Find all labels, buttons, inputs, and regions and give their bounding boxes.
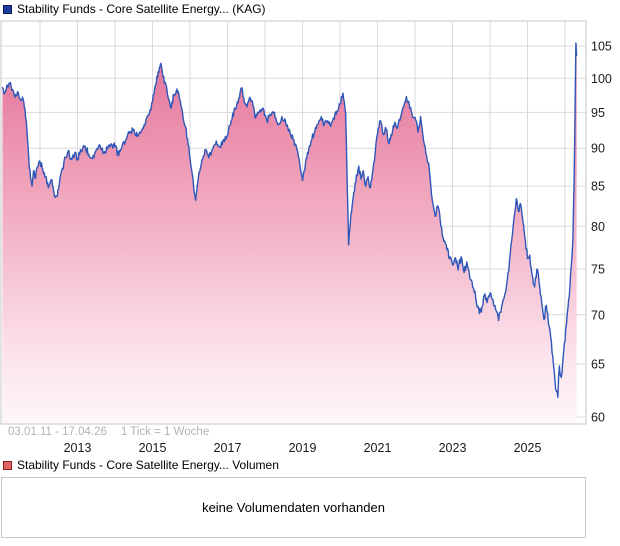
volume-series-marker-icon	[3, 460, 12, 470]
x-tick-label: 2019	[289, 441, 317, 455]
y-tick-label: 95	[591, 106, 605, 120]
y-tick-label: 65	[591, 358, 605, 372]
y-tick-label: 90	[591, 142, 605, 156]
price-series-legend[interactable]: Stability Funds - Core Satellite Energy.…	[3, 3, 266, 15]
watermark-date-range: 03.01.11 - 17.04.26	[8, 426, 107, 438]
y-tick-label: 85	[591, 180, 605, 194]
y-tick-label: 105	[591, 40, 612, 54]
watermark-tick-info: 1 Tick = 1 Woche	[120, 426, 210, 438]
x-tick-label: 2021	[364, 441, 392, 455]
price-area-fill	[2, 42, 577, 425]
y-tick-label: 80	[591, 220, 605, 234]
x-tick-label: 2023	[439, 441, 467, 455]
y-tick-label: 70	[591, 308, 605, 322]
plot-border	[0, 20, 587, 425]
no-volume-data-message: keine Volumendaten vorhanden	[202, 500, 385, 515]
y-tick-label: 75	[591, 263, 605, 277]
chart-title: Stability Funds - Core Satellite Energy.…	[17, 2, 266, 16]
x-tick-label: 2015	[139, 441, 167, 455]
volume-series-legend[interactable]: Stability Funds - Core Satellite Energy.…	[3, 459, 279, 471]
volume-legend-label: Stability Funds - Core Satellite Energy.…	[17, 458, 279, 472]
price-series-marker-icon	[3, 4, 12, 14]
y-tick-label: 60	[591, 411, 605, 425]
chart-watermark: 03.01.11 - 17.04.26 1 Tick = 1 Woche	[8, 426, 209, 438]
x-tick-label: 2017	[214, 441, 242, 455]
x-tick-label: 2013	[64, 441, 92, 455]
price-line	[1, 42, 578, 399]
volume-panel: keine Volumendaten vorhanden	[1, 477, 586, 538]
y-tick-label: 100	[591, 72, 612, 86]
x-tick-label: 2025	[514, 441, 542, 455]
price-chart[interactable]: 60 65 70 75 80 85 90 95 100 105 2013 2015 2017 2019 20…	[0, 0, 620, 455]
